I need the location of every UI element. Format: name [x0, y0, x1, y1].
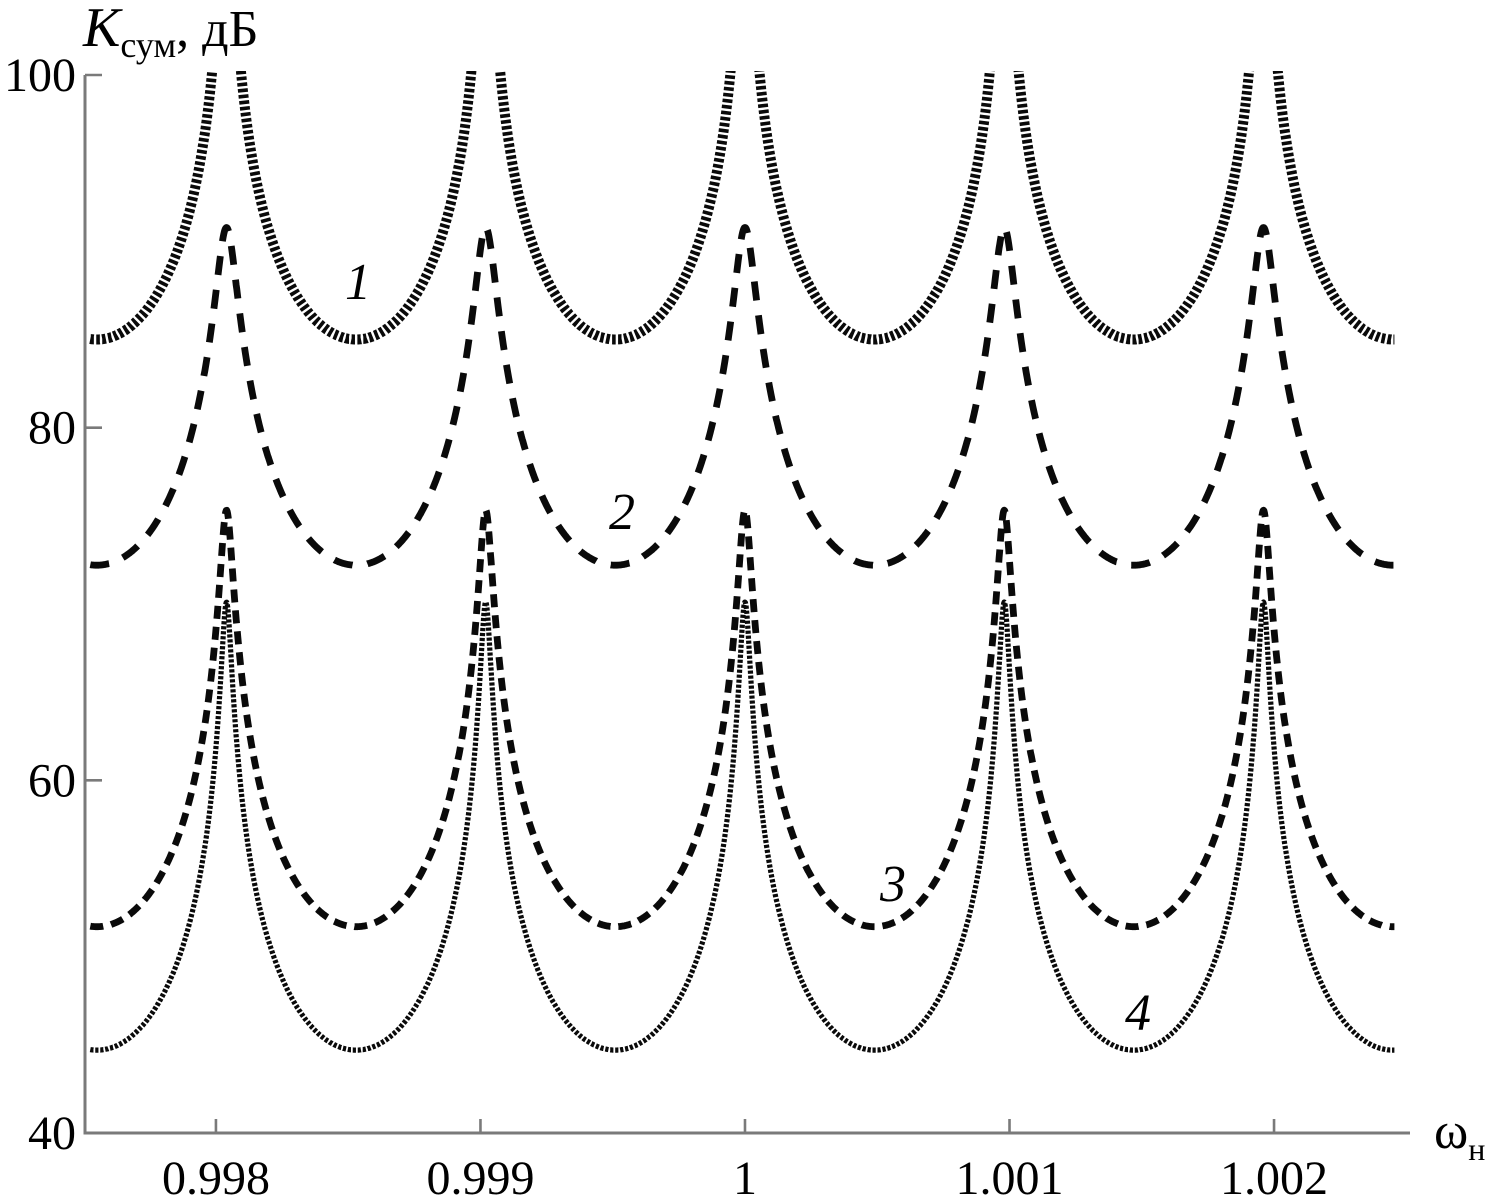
x-tick-label-0.999: 0.999 [426, 1152, 534, 1204]
curve-1 [86, 71, 1399, 345]
curve-label-4: 4 [1125, 985, 1151, 1042]
y-tick-label-60: 60 [28, 754, 76, 807]
curve-label-3: 3 [879, 856, 906, 913]
y-axis-title: Kсум, дБ [82, 0, 259, 65]
y-tick-label-100: 100 [4, 49, 76, 102]
curve-2 [87, 224, 1398, 569]
curve-label-2: 2 [609, 484, 635, 541]
curve-3 [87, 506, 1398, 931]
x-axis-title: ωн [1434, 1103, 1485, 1167]
x-tick-label-1.001: 1.001 [956, 1152, 1064, 1204]
x-tick-label-1.002: 1.002 [1220, 1152, 1328, 1204]
x-tick-label-1: 1 [733, 1152, 757, 1204]
y-tick-label-40: 40 [28, 1107, 76, 1160]
x-tick-label-0.998: 0.998 [162, 1152, 270, 1204]
y-tick-label-80: 80 [28, 402, 76, 455]
curve-label-1: 1 [345, 254, 371, 311]
curve-4 [88, 599, 1397, 1053]
